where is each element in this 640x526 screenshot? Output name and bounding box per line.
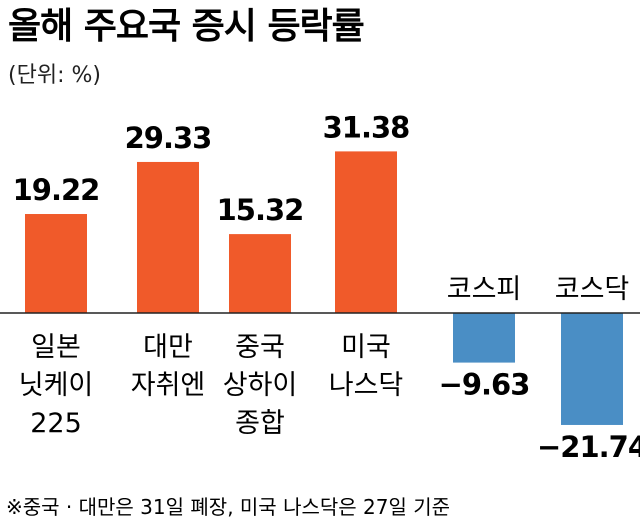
category-label-0-1: 닛케이 — [19, 370, 94, 401]
footnote: ※중국 · 대만은 31일 폐장, 미국 나스닥은 27일 기준 — [6, 495, 450, 519]
category-label-2-1: 상하이 — [223, 370, 298, 401]
value-label-0: 19.22 — [13, 173, 100, 207]
value-label-4: −9.63 — [439, 368, 530, 402]
bar-2 — [229, 234, 291, 313]
category-label-1-0: 대만 — [143, 332, 193, 363]
category-label-0-2: 225 — [30, 408, 82, 439]
unit-label: (단위: %) — [8, 63, 101, 88]
bar-4 — [453, 313, 515, 363]
bar-5 — [561, 313, 623, 425]
value-label-3: 31.38 — [323, 110, 410, 144]
value-label-2: 15.32 — [217, 193, 304, 227]
category-label-2-2: 종합 — [235, 408, 285, 439]
bar-3 — [335, 151, 397, 313]
bar-1 — [137, 161, 199, 313]
category-label-2-0: 중국 — [235, 332, 285, 363]
value-label-1: 29.33 — [125, 121, 212, 155]
category-label-0-0: 일본 — [31, 332, 81, 363]
category-label-5-0: 코스닥 — [555, 274, 630, 305]
category-label-3-1: 나스닥 — [329, 370, 404, 401]
category-label-4-0: 코스피 — [447, 274, 522, 305]
bar-0 — [25, 214, 87, 313]
chart-title: 올해 주요국 증시 등락률 — [8, 6, 364, 47]
category-label-3-0: 미국 — [341, 332, 391, 363]
category-label-1-1: 자취엔 — [131, 370, 206, 401]
value-label-5: −21.74 — [537, 430, 640, 464]
